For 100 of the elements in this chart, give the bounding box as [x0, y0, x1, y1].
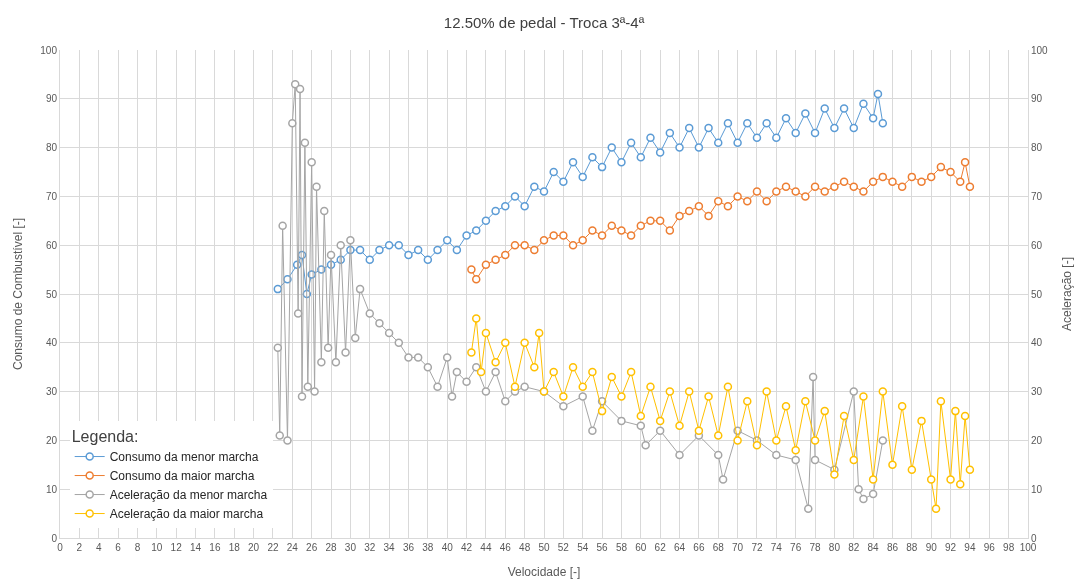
- point: [907, 172, 917, 182]
- x-tick-label: 10: [151, 542, 163, 553]
- point: [578, 382, 587, 391]
- x-tick-label: 86: [886, 542, 899, 553]
- point: [951, 406, 960, 416]
- point: [675, 421, 684, 431]
- point: [931, 504, 941, 513]
- x-tick-label: 30: [344, 542, 357, 553]
- point: [559, 231, 568, 240]
- y2-tick-label: 10: [1031, 483, 1043, 495]
- point: [801, 192, 810, 201]
- x-tick-label: 58: [615, 542, 628, 553]
- legend-label: Aceleração da menor marcha: [109, 488, 268, 503]
- x-tick-label: 72: [751, 542, 763, 553]
- point: [684, 206, 694, 216]
- point: [597, 406, 607, 416]
- point: [617, 226, 626, 235]
- x-tick-label: 20: [248, 542, 260, 553]
- point: [820, 406, 829, 416]
- point: [810, 436, 820, 445]
- point: [597, 231, 607, 240]
- point: [936, 397, 946, 406]
- y2-tick-label: 60: [1031, 239, 1043, 251]
- point: [888, 460, 897, 470]
- point: [801, 397, 810, 406]
- x-tick-label: 92: [945, 542, 957, 553]
- x-tick-label: 38: [422, 542, 434, 553]
- point: [471, 275, 481, 284]
- x-tick-label: 16: [209, 542, 221, 553]
- y2-tick-label: 100: [1031, 44, 1049, 56]
- point: [752, 187, 762, 196]
- point: [733, 436, 742, 445]
- point: [965, 182, 975, 191]
- point: [665, 226, 675, 235]
- x-tick-label: 44: [480, 542, 492, 553]
- chart-title: 12.50% de pedal - Troca 3ª-4ª: [443, 14, 645, 32]
- x-tick-label: 78: [809, 542, 822, 553]
- x-tick-label: 40: [441, 542, 454, 553]
- x-tick-label: 74: [770, 542, 783, 553]
- y-tick-label: 70: [45, 190, 58, 202]
- point: [713, 197, 723, 206]
- point: [534, 328, 544, 338]
- point: [878, 387, 888, 396]
- point: [859, 187, 868, 196]
- x-tick-label: 46: [499, 542, 512, 553]
- point: [636, 411, 646, 421]
- point: [704, 211, 713, 221]
- x-tick-label: 80: [828, 542, 841, 553]
- x-tick-label: 94: [964, 542, 976, 553]
- x-tick-label: 32: [364, 542, 376, 553]
- point: [960, 411, 970, 421]
- point: [723, 201, 733, 211]
- point: [568, 240, 578, 250]
- y-tick-label: 0: [51, 532, 58, 544]
- x-tick-label: 2: [76, 542, 83, 553]
- point: [781, 401, 791, 411]
- point: [655, 416, 665, 426]
- y-tick-label: 90: [45, 93, 58, 105]
- x-tick-label: 60: [635, 542, 647, 553]
- point: [960, 157, 970, 167]
- point: [491, 255, 500, 265]
- point: [839, 411, 849, 421]
- legend-title: Legenda:: [71, 428, 139, 446]
- x-tick-label: 34: [383, 542, 396, 553]
- point: [772, 187, 781, 196]
- point: [636, 221, 646, 230]
- point: [665, 387, 675, 396]
- legend-label: Consumo da menor marcha: [109, 450, 259, 465]
- point: [743, 397, 752, 406]
- x-tick-label: 28: [325, 542, 338, 553]
- point: [926, 172, 936, 182]
- point: [588, 367, 597, 377]
- point: [839, 177, 849, 187]
- point: [917, 416, 926, 426]
- point: [675, 211, 684, 221]
- point: [530, 362, 539, 372]
- point: [897, 401, 907, 411]
- y2-tick-label: 80: [1031, 142, 1043, 154]
- x-tick-label: 54: [577, 542, 589, 553]
- point: [762, 197, 771, 206]
- x-tick-label: 24: [286, 542, 299, 553]
- point: [723, 382, 733, 391]
- point: [467, 265, 476, 274]
- y2-tick-label: 30: [1031, 386, 1043, 398]
- point: [781, 182, 791, 191]
- point: [965, 465, 975, 474]
- x-tick-label: 56: [596, 542, 609, 553]
- point: [772, 436, 781, 445]
- point: [936, 162, 946, 172]
- y-tick-label: 60: [45, 239, 58, 251]
- point: [481, 260, 491, 269]
- point: [617, 392, 626, 401]
- x-tick-label: 8: [134, 542, 141, 553]
- x-tick-label: 62: [654, 542, 667, 553]
- point: [868, 475, 878, 484]
- point: [520, 338, 529, 348]
- point: [752, 441, 762, 450]
- y2-tick-label: 40: [1031, 337, 1043, 349]
- point: [520, 240, 529, 250]
- point: [646, 382, 655, 391]
